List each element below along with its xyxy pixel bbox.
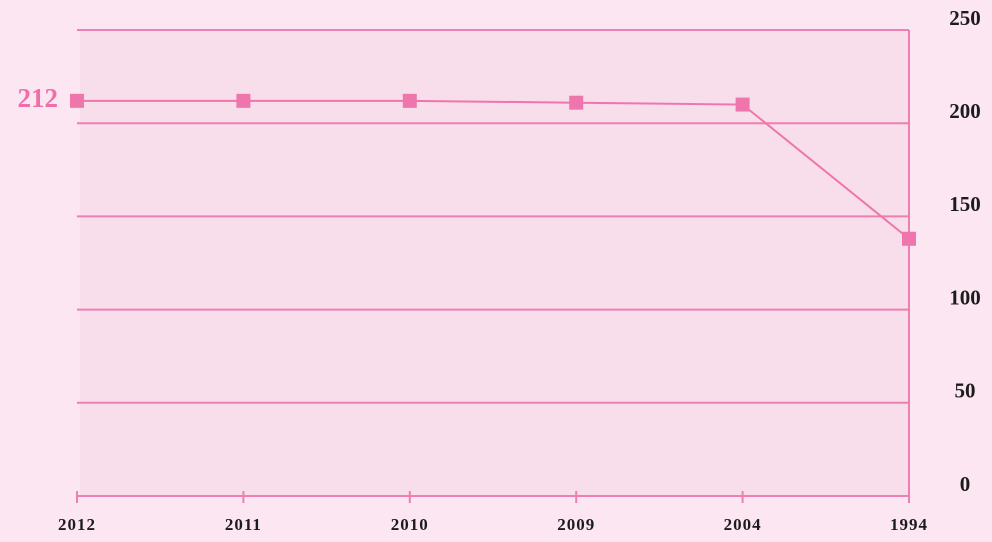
data-label: 212 [18,83,59,113]
y-tick-label: 200 [949,99,981,123]
x-tick-label: 2011 [225,515,262,534]
y-tick-label: 100 [949,285,981,309]
data-point [902,231,916,246]
x-tick-label: 2010 [391,515,429,534]
x-tick-label: 2012 [58,515,96,534]
x-tick-label: 1994 [890,515,928,534]
data-point [236,93,251,108]
data-line [77,99,910,240]
y-tick-label: 50 [955,379,976,403]
data-point [402,93,417,108]
y-tick-label: 250 [949,6,981,30]
x-tick-label: 2004 [724,515,762,534]
x-tick-label: 2009 [557,515,595,534]
y-tick-label: 150 [949,192,981,216]
data-point [70,93,84,108]
data-point [569,95,584,110]
background-photo [80,30,909,496]
y-tick-label: 0 [960,472,971,496]
data-point [735,97,750,112]
